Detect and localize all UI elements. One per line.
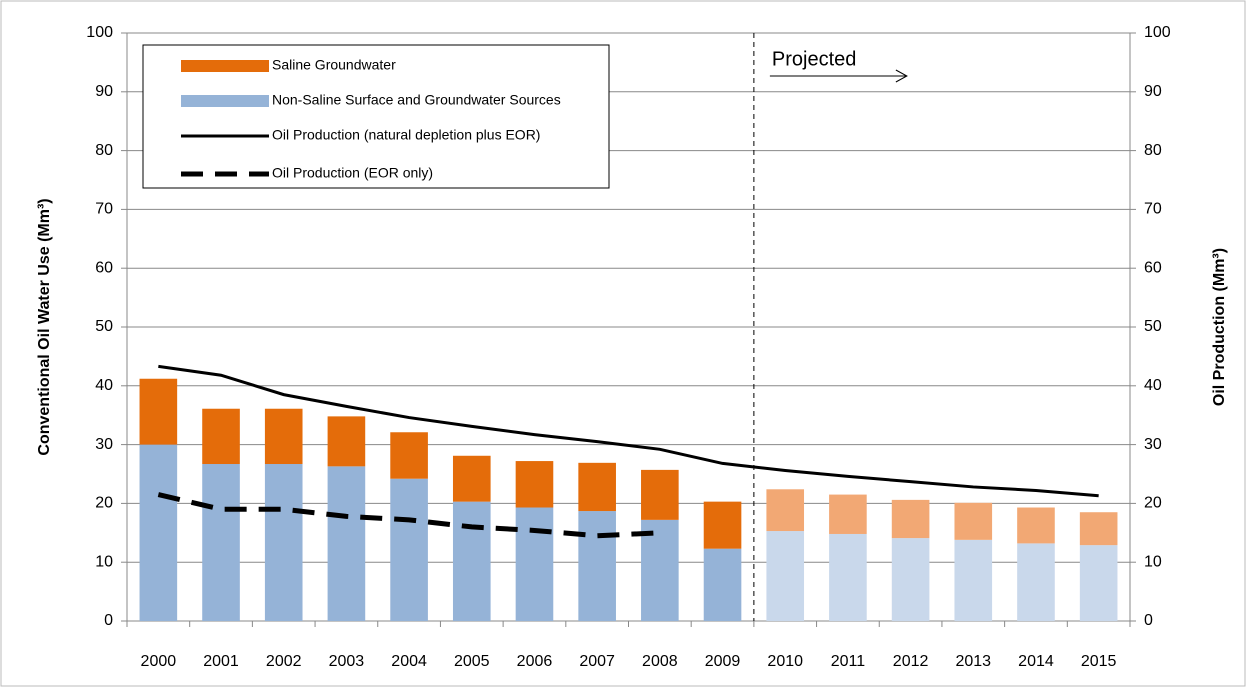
- bar: [515, 507, 554, 621]
- line: [158, 364, 1099, 498]
- bar: [829, 494, 867, 534]
- y2-tick-label: 50: [1144, 318, 1162, 335]
- y-tick-label: 0: [104, 612, 113, 629]
- y-tick-label: 70: [95, 201, 113, 218]
- x-tick-label: 2014: [1018, 653, 1054, 670]
- bar: [641, 469, 679, 520]
- y2-tick-label: 80: [1144, 142, 1162, 159]
- legend-swatch: [181, 95, 269, 107]
- y2-tick-label: 20: [1144, 495, 1162, 512]
- y-tick-label: 20: [95, 495, 113, 512]
- line: [157, 492, 660, 539]
- y-tick-label: 80: [95, 142, 113, 159]
- x-tick-label: 2001: [203, 653, 239, 670]
- y2-tick-label: 0: [1144, 612, 1153, 629]
- bar: [452, 455, 491, 502]
- x-tick-label: 2013: [955, 653, 991, 670]
- bar: [327, 416, 366, 467]
- y-tick-label: 100: [86, 24, 113, 41]
- y2-tick-label: 90: [1144, 83, 1162, 100]
- y-tick-label: 50: [95, 318, 113, 335]
- bar: [452, 501, 491, 621]
- bar: [578, 462, 616, 512]
- bar: [954, 539, 993, 621]
- y-tick-label: 10: [95, 553, 113, 570]
- x-tick-label: 2008: [642, 653, 678, 670]
- bar: [954, 502, 993, 540]
- bar: [139, 378, 178, 445]
- y-tick-label: 90: [95, 83, 113, 100]
- legend-label: Oil Production (natural depletion plus E…: [272, 127, 540, 143]
- y-tick-label: 40: [95, 377, 113, 394]
- bar: [327, 466, 366, 621]
- x-tick-label: 2005: [454, 653, 490, 670]
- x-tick-label: 2015: [1081, 653, 1117, 670]
- bar: [202, 464, 240, 621]
- y2-tick-label: 10: [1144, 553, 1162, 570]
- x-tick-label: 2006: [517, 653, 553, 670]
- legend-label: Non-Saline Surface and Groundwater Sourc…: [272, 92, 561, 108]
- legend-label: Saline Groundwater: [272, 57, 396, 73]
- y2-axis-title: Oil Production (Mm³): [1211, 248, 1228, 406]
- x-tick-label: 2002: [266, 653, 302, 670]
- y2-tick-label: 60: [1144, 259, 1162, 276]
- legend-label: Oil Production (EOR only): [272, 165, 433, 181]
- bar: [578, 511, 616, 621]
- x-tick-label: 2007: [579, 653, 615, 670]
- bar: [1079, 545, 1118, 621]
- x-tick-label: 2004: [391, 653, 427, 670]
- bar: [1079, 512, 1118, 546]
- y2-tick-label: 70: [1144, 201, 1162, 218]
- x-tick-label: 2000: [141, 653, 177, 670]
- x-tick-label: 2003: [329, 653, 365, 670]
- bar: [1017, 507, 1055, 544]
- bar: [891, 499, 930, 539]
- bar: [703, 501, 742, 549]
- bar: [766, 489, 805, 532]
- y-axis-title: Conventional Oil Water Use (Mm³): [36, 198, 53, 455]
- bar: [891, 538, 930, 621]
- y-tick-label: 60: [95, 259, 113, 276]
- x-tick-label: 2012: [893, 653, 929, 670]
- x-tick-label: 2011: [831, 653, 866, 670]
- bar: [202, 408, 240, 465]
- y2-tick-label: 40: [1144, 377, 1162, 394]
- y2-tick-label: 30: [1144, 436, 1162, 453]
- bar: [829, 533, 867, 621]
- bar: [766, 531, 805, 621]
- bar: [390, 432, 428, 479]
- x-tick-label: 2010: [767, 653, 803, 670]
- annotation: Projected: [772, 48, 857, 70]
- legend-swatch: [181, 60, 269, 72]
- y-tick-label: 30: [95, 436, 113, 453]
- bar: [515, 461, 554, 508]
- bar: [264, 408, 303, 465]
- bar: [264, 464, 303, 621]
- y2-tick-label: 100: [1144, 24, 1171, 41]
- x-tick-label: 2009: [705, 653, 741, 670]
- bar: [703, 548, 742, 621]
- bar: [139, 444, 178, 621]
- bar: [641, 519, 679, 621]
- bar: [390, 478, 428, 621]
- annotation-arrowhead: [895, 69, 908, 83]
- bar: [1017, 543, 1055, 621]
